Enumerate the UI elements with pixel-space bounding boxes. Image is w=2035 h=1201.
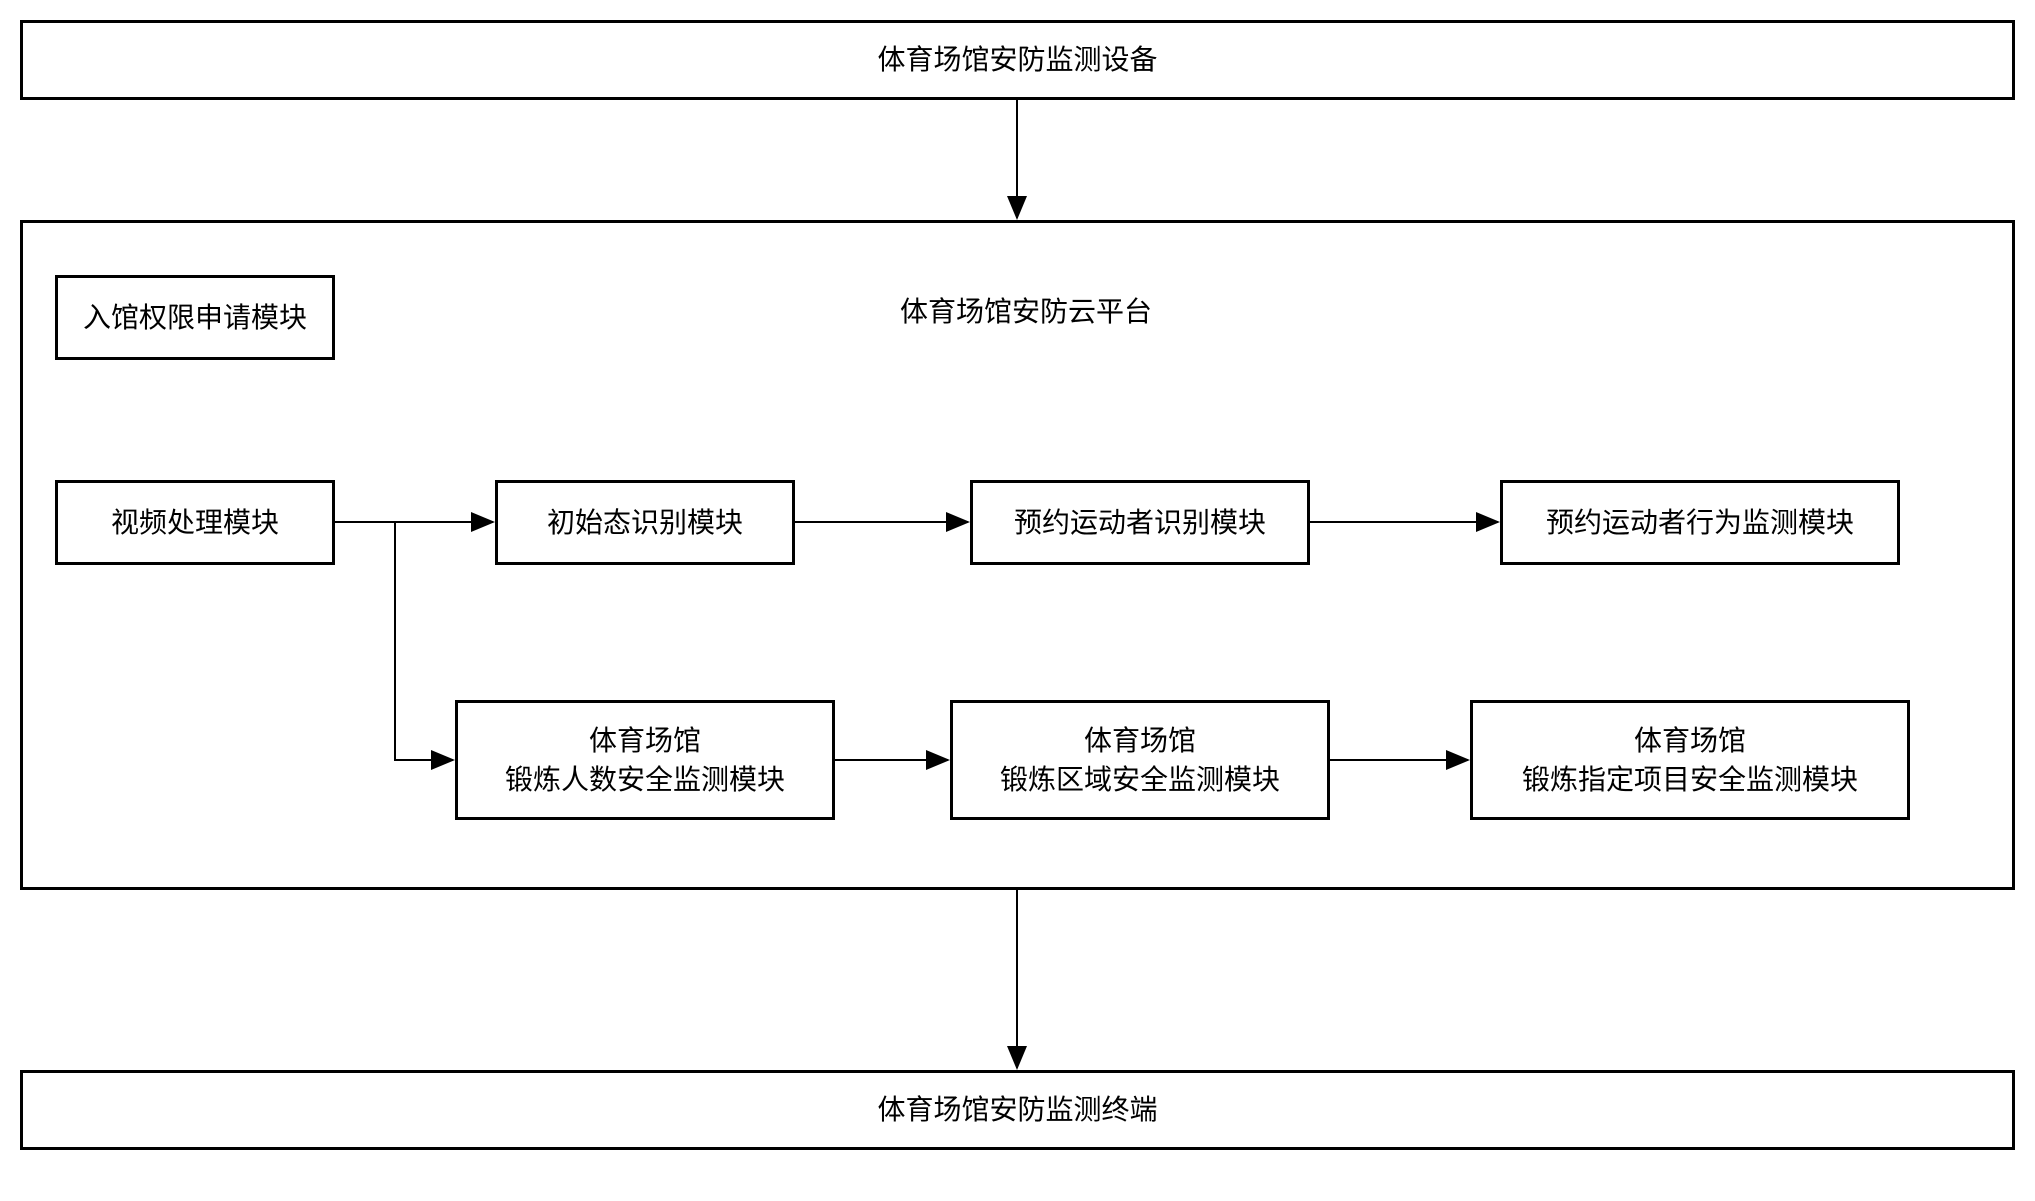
access-module-box: 入馆权限申请模块 xyxy=(55,275,335,360)
area-safety-line2: 锻炼区域安全监测模块 xyxy=(1000,760,1280,799)
top-bar-box: 体育场馆安防监测设备 xyxy=(20,20,2015,100)
bottom-bar-box: 体育场馆安防监测终端 xyxy=(20,1070,2015,1150)
people-count-box: 体育场馆 锻炼人数安全监测模块 xyxy=(455,700,835,820)
initial-state-box: 初始态识别模块 xyxy=(495,480,795,565)
appoint-behavior-label: 预约运动者行为监测模块 xyxy=(1546,503,1854,542)
item-safety-box: 体育场馆 锻炼指定项目安全监测模块 xyxy=(1470,700,1910,820)
area-safety-box: 体育场馆 锻炼区域安全监测模块 xyxy=(950,700,1330,820)
video-module-box: 视频处理模块 xyxy=(55,480,335,565)
appoint-recognition-box: 预约运动者识别模块 xyxy=(970,480,1310,565)
item-safety-line2: 锻炼指定项目安全监测模块 xyxy=(1522,760,1858,799)
access-module-label: 入馆权限申请模块 xyxy=(83,298,307,337)
people-count-line2: 锻炼人数安全监测模块 xyxy=(505,760,785,799)
appoint-behavior-box: 预约运动者行为监测模块 xyxy=(1500,480,1900,565)
people-count-line1: 体育场馆 xyxy=(589,721,701,760)
item-safety-line1: 体育场馆 xyxy=(1634,721,1746,760)
diagram-canvas: 体育场馆安防监测设备 体育场馆安防云平台 入馆权限申请模块 视频处理模块 初始态… xyxy=(0,0,2035,1201)
area-safety-line1: 体育场馆 xyxy=(1084,721,1196,760)
video-module-label: 视频处理模块 xyxy=(111,503,279,542)
initial-state-label: 初始态识别模块 xyxy=(547,503,743,542)
bottom-bar-label: 体育场馆安防监测终端 xyxy=(877,1090,1157,1129)
top-bar-label: 体育场馆安防监测设备 xyxy=(877,40,1157,79)
platform-title: 体育场馆安防云平台 xyxy=(900,290,1152,330)
appoint-recognition-label: 预约运动者识别模块 xyxy=(1014,503,1266,542)
